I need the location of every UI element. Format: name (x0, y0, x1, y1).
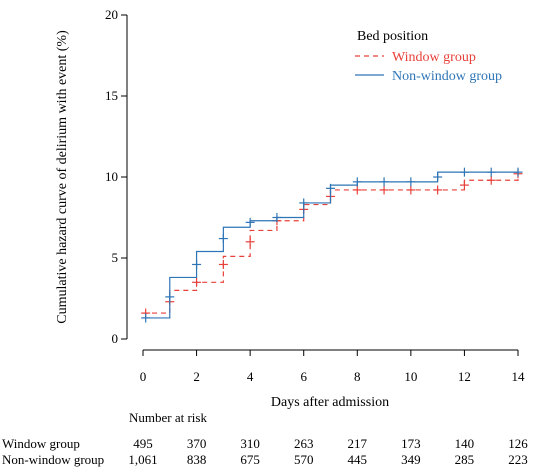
x-tick-label: 12 (458, 369, 471, 384)
censor-mark (379, 185, 389, 195)
risk-cell: 445 (348, 452, 368, 467)
censor-mark (352, 185, 362, 195)
censor-mark (245, 217, 255, 227)
risk-row-label-window: Window group (2, 436, 80, 451)
x-tick-label: 8 (354, 369, 361, 384)
risk-cell: 310 (240, 436, 260, 451)
risk-cell: 370 (187, 436, 207, 451)
risk-cell: 675 (240, 452, 260, 467)
censor-mark (326, 183, 335, 193)
y-axis-title: Cumulative hazard curve of delirium with… (55, 30, 70, 324)
x-tick-label: 6 (300, 369, 307, 384)
censor-mark (459, 167, 469, 177)
risk-cell: 495 (133, 436, 153, 451)
y-tick-label: 5 (112, 250, 119, 265)
censor-mark (486, 175, 496, 185)
risk-cell: 570 (294, 452, 314, 467)
censor-mark (459, 180, 469, 190)
censor-mark (352, 177, 362, 187)
y-tick-label: 20 (105, 7, 118, 22)
x-tick-label: 10 (404, 369, 417, 384)
censor-mark (433, 185, 443, 195)
axes: 0 5 10 15 20 0 2 4 6 8 10 12 14 (105, 7, 525, 384)
x-tick-label: 0 (140, 369, 147, 384)
y-tick-label: 0 (112, 331, 119, 346)
risk-row-label-nonwindow: Non-window group (2, 452, 104, 467)
risk-cell: 285 (455, 452, 475, 467)
risk-table-title: Number at risk (129, 410, 207, 425)
risk-cell: 140 (455, 436, 475, 451)
censor-mark (192, 277, 202, 287)
censor-mark (379, 177, 389, 187)
censor-mark (165, 292, 175, 302)
series-line-nonwindow (143, 171, 518, 319)
censor-mark (192, 259, 202, 269)
risk-values: 495 370 310 263 217 173 140 126 1,061 838 675 570 44… (128, 436, 528, 467)
censor-mark (299, 198, 309, 208)
x-tick-label: 14 (512, 369, 526, 384)
censor-mark (245, 237, 255, 247)
censor-mark (218, 259, 228, 269)
y-tick-label: 15 (105, 88, 118, 103)
censor-mark (218, 234, 228, 244)
legend: Bed position Window group Non-window gro… (355, 29, 502, 84)
x-axis-title: Days after admission (271, 395, 389, 410)
risk-cell: 349 (401, 452, 421, 467)
series-layer (141, 167, 523, 323)
x-tick-label: 2 (193, 369, 200, 384)
risk-cell: 223 (508, 452, 528, 467)
censor-mark (486, 167, 496, 177)
legend-label-nonwindow: Non-window group (392, 69, 502, 84)
censor-mark (513, 167, 523, 177)
censor-mark (272, 213, 282, 222)
risk-cell: 263 (294, 436, 314, 451)
risk-cell: 838 (187, 452, 207, 467)
legend-label-window: Window group (392, 50, 476, 65)
censor-mark (406, 185, 416, 195)
censor-mark (406, 177, 416, 187)
risk-cell: 217 (348, 436, 368, 451)
x-tick-label: 4 (247, 369, 254, 384)
censor-mark (141, 313, 151, 323)
risk-cell: 1,061 (128, 452, 157, 467)
risk-cell: 126 (508, 436, 528, 451)
y-tick-label: 10 (105, 169, 118, 184)
legend-title: Bed position (357, 29, 428, 44)
risk-cell: 173 (401, 436, 421, 451)
censor-mark (433, 172, 443, 182)
